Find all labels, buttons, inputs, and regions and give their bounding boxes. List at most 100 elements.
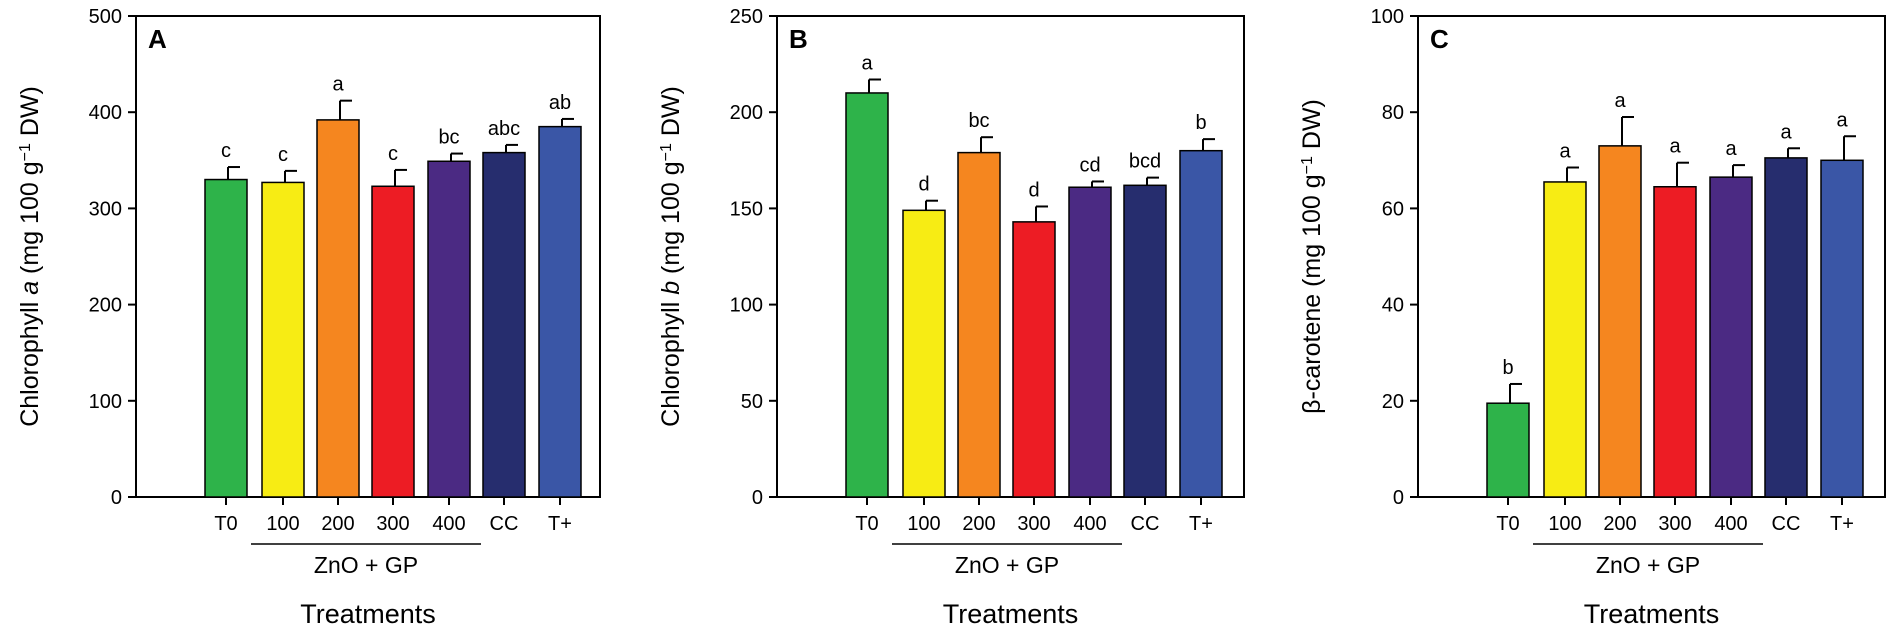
significance-label: a: [1780, 121, 1792, 143]
bar-t0: [845, 92, 889, 498]
y-axis-label-part: DW): [16, 86, 44, 143]
bar-cc: [482, 151, 526, 498]
x-tick-label: 200: [1603, 513, 1636, 535]
bar-400: [1709, 176, 1753, 498]
x-tick-label: 400: [1073, 513, 1106, 535]
bar-200: [957, 151, 1001, 498]
x-tick-label: 100: [1548, 513, 1581, 535]
y-tick-label: 40: [1382, 295, 1404, 317]
y-axis-label: β-carotene (mg 100 g−1 DW): [1298, 99, 1326, 414]
y-axis-label-part: b: [657, 281, 685, 295]
panel-letter: B: [789, 24, 808, 54]
significance-label: abc: [488, 118, 520, 140]
y-axis-label: Chlorophyll b (mg 100 g−1 DW): [657, 86, 685, 427]
y-axis-label-part: −1: [658, 143, 675, 161]
x-tick-label: T0: [1496, 513, 1519, 535]
x-tick-label: 300: [1017, 513, 1050, 535]
group-label: ZnO + GP: [1596, 552, 1700, 578]
y-tick-label: 300: [89, 198, 122, 220]
significance-label: a: [1836, 109, 1848, 131]
significance-label: ab: [549, 92, 571, 114]
significance-label: c: [278, 144, 288, 166]
x-tick-label: CC: [1772, 513, 1801, 535]
bar-t0: [204, 178, 248, 498]
x-tick-label: 200: [962, 513, 995, 535]
y-axis-label-part: (mg 100 g: [657, 161, 685, 281]
x-tick-label: 100: [907, 513, 940, 535]
significance-label: b: [1195, 112, 1206, 134]
y-tick-label: 150: [730, 198, 763, 220]
bar-200: [1598, 145, 1642, 498]
y-tick-label: 80: [1382, 102, 1404, 124]
bar-tplus: [1820, 159, 1864, 498]
x-axis-label: Treatments: [300, 599, 436, 629]
y-tick-label: 50: [741, 391, 763, 413]
x-axis-label: Treatments: [943, 599, 1079, 629]
y-axis-label-part: β-carotene: [1298, 294, 1326, 414]
panel-letter: A: [148, 24, 167, 54]
significance-label: cd: [1079, 154, 1100, 176]
bar-400: [1068, 186, 1112, 498]
group-label: ZnO + GP: [955, 552, 1059, 578]
significance-label: a: [861, 52, 873, 74]
x-axis-label: Treatments: [1584, 599, 1720, 629]
bar-300: [1012, 221, 1056, 498]
x-tick-label: 400: [432, 513, 465, 535]
x-tick-label: T+: [1830, 513, 1854, 535]
x-tick-label: 200: [321, 513, 354, 535]
y-axis-label-part: −1: [17, 143, 34, 161]
bar-tplus: [1179, 149, 1223, 498]
significance-label: a: [1614, 90, 1626, 112]
y-tick-label: 20: [1382, 391, 1404, 413]
y-tick-label: 100: [730, 295, 763, 317]
bar-400: [427, 160, 471, 498]
significance-label: c: [221, 140, 231, 162]
plot-frame: [776, 15, 1245, 498]
x-tick-label: CC: [1131, 513, 1160, 535]
x-tick-label: T0: [855, 513, 878, 535]
plot-frame: [135, 15, 601, 498]
significance-label: b: [1502, 357, 1513, 379]
y-tick-label: 60: [1382, 198, 1404, 220]
bar-100: [902, 209, 946, 498]
y-axis-label-part: a: [16, 281, 44, 295]
x-tick-label: T0: [214, 513, 237, 535]
bar-cc: [1123, 184, 1167, 498]
y-axis-label-part: −1: [1299, 156, 1316, 174]
y-tick-label: 0: [111, 487, 122, 509]
y-tick-label: 200: [730, 102, 763, 124]
y-tick-label: 0: [1393, 487, 1404, 509]
y-tick-label: 500: [89, 6, 122, 28]
group-label: ZnO + GP: [314, 552, 418, 578]
y-tick-label: 400: [89, 102, 122, 124]
bar-300: [1653, 186, 1697, 498]
significance-label: a: [1669, 136, 1681, 158]
panel-c: 0 20 40 60 80 100 b T0 a 100 a 200 a 300 a 400 a CC a T+ ZnO…: [1298, 6, 1886, 629]
x-tick-label: 400: [1714, 513, 1747, 535]
y-axis-label: Chlorophyll a (mg 100 g−1 DW): [16, 86, 44, 427]
y-tick-label: 100: [89, 391, 122, 413]
panel-a: 0 100 200 300 400 500 c T0 c 100 a 200 c 300 bc 400 abc C…: [16, 6, 601, 629]
significance-label: c: [388, 143, 398, 165]
y-axis-label-part: DW): [657, 86, 685, 143]
panel-b: 0 50 100 150 200 250 a T0 d 100 bc 200 d 300 cd 400 bcd C…: [657, 6, 1245, 629]
bar-200: [316, 119, 360, 498]
bar-100: [1543, 181, 1587, 498]
significance-label: a: [1559, 141, 1571, 163]
y-axis-label-part: (mg 100 g: [16, 161, 44, 281]
significance-label: d: [1028, 179, 1039, 201]
significance-label: bc: [968, 110, 989, 132]
y-axis-label-part: Chlorophyll: [16, 295, 44, 427]
y-axis-label-part: DW): [1298, 99, 1326, 156]
y-tick-label: 200: [89, 295, 122, 317]
significance-label: d: [918, 174, 929, 196]
x-tick-label: 300: [1658, 513, 1691, 535]
plot-frame: [1417, 15, 1886, 498]
panel-letter: C: [1430, 24, 1449, 54]
x-tick-label: T+: [548, 513, 572, 535]
y-tick-label: 0: [752, 487, 763, 509]
x-tick-label: T+: [1189, 513, 1213, 535]
bar-100: [261, 181, 305, 498]
x-tick-label: CC: [490, 513, 519, 535]
